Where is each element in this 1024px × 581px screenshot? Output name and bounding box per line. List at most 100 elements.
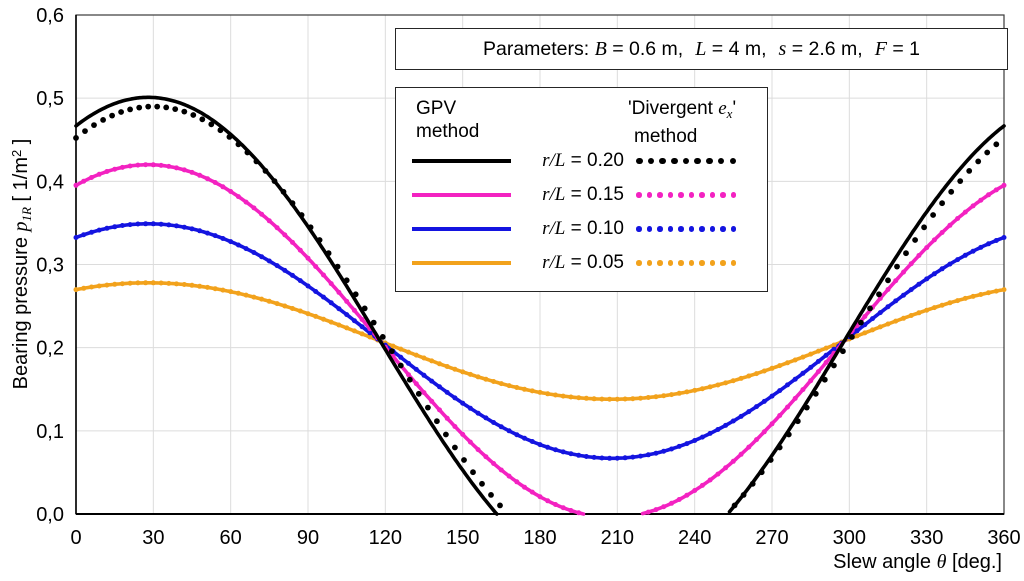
- curve-divergent-dot-rl-0.05: [444, 364, 450, 369]
- curve-divergent-dot-rl-0.05: [622, 396, 628, 402]
- curve-divergent-dot-rl-0.10: [622, 455, 628, 461]
- curve-divergent-dot-rl-0.15: [189, 169, 195, 175]
- curve-divergent-dot-rl-0.15: [529, 489, 535, 495]
- curve-divergent-dot-rl-0.20: [903, 250, 909, 257]
- curve-divergent-dot-rl-0.20: [479, 480, 485, 487]
- curve-divergent-dot-rl-0.15: [351, 307, 357, 313]
- legend-label-value: = 0.10: [565, 218, 624, 239]
- legend-dot: [646, 226, 652, 232]
- curve-divergent-dot-rl-0.05: [367, 334, 373, 340]
- curve-divergent-dot-rl-0.10: [792, 376, 798, 382]
- y-tick-label: 0,6: [36, 5, 64, 27]
- legend-header-divergent: 'Divergent ex' method: [628, 98, 737, 147]
- parameters-text: Parameters: B = 0.6 m, L = 4 m, s = 2.6 m,…: [483, 38, 920, 61]
- curve-divergent-dot-rl-0.20: [154, 103, 161, 110]
- curve-divergent-dot-rl-0.05: [746, 373, 752, 379]
- curve-divergent-dot-rl-0.10: [344, 312, 350, 318]
- curve-divergent-dot-rl-0.20: [876, 291, 882, 298]
- x-tick-label: 0: [70, 527, 81, 549]
- curve-divergent-dot-rl-0.20: [912, 237, 918, 243]
- curve-divergent-dot-rl-0.10: [398, 354, 404, 360]
- curve-divergent-dot-rl-0.05: [823, 345, 829, 351]
- curve-divergent-dot-rl-0.05: [908, 313, 914, 318]
- curve-divergent-dot-rl-0.10: [89, 229, 94, 235]
- y-tick-label: 0,4: [36, 171, 64, 193]
- curve-divergent-dot-rl-0.20: [379, 334, 386, 340]
- curve-divergent-dot-rl-0.15: [785, 404, 790, 410]
- legend-dot: [657, 192, 663, 198]
- curve-divergent-dot-rl-0.20: [199, 116, 206, 123]
- curve-divergent-dot-rl-0.05: [506, 383, 512, 389]
- legend-row-label: r/L = 0.05: [518, 252, 624, 274]
- curve-divergent-dot-rl-0.05: [460, 369, 466, 375]
- curve-divergent-dot-rl-0.05: [475, 374, 481, 380]
- curve-divergent-dot-rl-0.20: [244, 149, 251, 156]
- legend: GPV method 'Divergent ex' method r/L = 0…: [395, 87, 768, 292]
- curve-divergent-dot-rl-0.15: [947, 222, 953, 228]
- curve-divergent-dot-rl-0.20: [397, 362, 404, 369]
- curve-divergent-dot-rl-0.05: [568, 394, 574, 400]
- curve-divergent-dot-rl-0.15: [669, 500, 674, 506]
- curve-divergent-dot-rl-0.15: [970, 203, 976, 209]
- curve-divergent-dot-rl-0.10: [908, 287, 914, 293]
- curve-divergent-dot-rl-0.15: [916, 253, 922, 258]
- curve-divergent-dot-rl-0.05: [939, 302, 945, 308]
- curve-divergent-dot-rl-0.15: [181, 167, 187, 173]
- legend-dot: [657, 260, 663, 266]
- curve-divergent-dot-rl-0.10: [576, 452, 582, 458]
- curve-divergent-dot-rl-0.05: [483, 376, 489, 382]
- curve-divergent-dot-rl-0.15: [939, 230, 945, 235]
- x-tick-label: 30: [142, 527, 164, 549]
- curve-divergent-dot-rl-0.15: [491, 461, 497, 466]
- curve-divergent-dot-rl-0.15: [707, 477, 713, 483]
- curve-divergent-dot-rl-0.15: [730, 458, 736, 464]
- x-tick-label: 90: [297, 527, 319, 549]
- curve-divergent-dot-rl-0.10: [483, 415, 489, 421]
- curve-divergent-dot-rl-0.05: [986, 290, 991, 296]
- curve-divergent-dot-rl-0.15: [406, 372, 411, 378]
- curve-divergent-dot-rl-0.20: [280, 188, 287, 195]
- curve-divergent-dot-rl-0.20: [172, 106, 179, 112]
- curve-divergent-dot-rl-0.10: [583, 454, 589, 459]
- legend-dot: [699, 192, 705, 198]
- curve-divergent-dot-rl-0.10: [669, 446, 674, 452]
- parameter-symbol: B: [594, 37, 607, 60]
- curve-divergent-dot-rl-0.15: [823, 360, 829, 365]
- curve-divergent-dot-rl-0.15: [754, 437, 759, 443]
- x-tick-label: 360: [987, 527, 1020, 549]
- curve-divergent-dot-rl-0.10: [282, 267, 288, 273]
- curve-divergent-dot-rl-0.15: [336, 289, 342, 295]
- curve-divergent-dot-rl-0.10: [475, 410, 481, 416]
- curve-divergent-dot-rl-0.15: [962, 209, 968, 215]
- curve-divergent-dot-rl-0.10: [815, 358, 821, 364]
- curve-divergent-dot-rl-0.05: [529, 388, 535, 394]
- curve-divergent-dot-rl-0.15: [908, 261, 914, 267]
- parameter-value: = 0.6 m,: [606, 37, 684, 60]
- curve-divergent-dot-rl-0.20: [885, 277, 891, 284]
- curve-divergent-dot-rl-0.20: [894, 263, 900, 270]
- curve-divergent-dot-rl-0.15: [924, 245, 930, 251]
- curve-divergent-dot-rl-0.05: [73, 287, 79, 293]
- curve-divergent-dot-rl-0.15: [81, 178, 87, 184]
- curve-divergent-dot-rl-0.15: [692, 488, 698, 493]
- curve-divergent-dot-rl-0.20: [740, 492, 747, 498]
- curve-divergent-dot-rl-0.15: [274, 225, 280, 231]
- curve-divergent-dot-rl-0.20: [271, 178, 278, 185]
- curve-divergent-dot-rl-0.05: [730, 378, 736, 384]
- curve-divergent-dot-rl-0.15: [893, 278, 899, 284]
- curve-divergent-dot-rl-0.20: [145, 103, 152, 110]
- curve-divergent-dot-rl-0.10: [986, 241, 991, 247]
- curve-divergent-dot-rl-0.10: [738, 413, 744, 419]
- curve-divergent-dot-rl-0.10: [754, 404, 759, 410]
- curve-divergent-dot-rl-0.10: [359, 324, 365, 330]
- curve-divergent-dot-rl-0.15: [444, 415, 450, 421]
- curve-divergent-dot-rl-0.20: [415, 390, 422, 397]
- curve-divergent-dot-rl-0.20: [812, 390, 819, 397]
- curve-divergent-dot-rl-0.05: [359, 331, 365, 337]
- legend-label-value: = 0.05: [565, 252, 624, 273]
- curve-divergent-dot-rl-0.05: [351, 328, 357, 334]
- curve-divergent-dot-rl-0.20: [803, 404, 810, 411]
- curve-divergent-dot-rl-0.15: [460, 431, 466, 437]
- curve-divergent-dot-rl-0.10: [591, 454, 597, 460]
- curve-divergent-dot-rl-0.10: [467, 405, 473, 411]
